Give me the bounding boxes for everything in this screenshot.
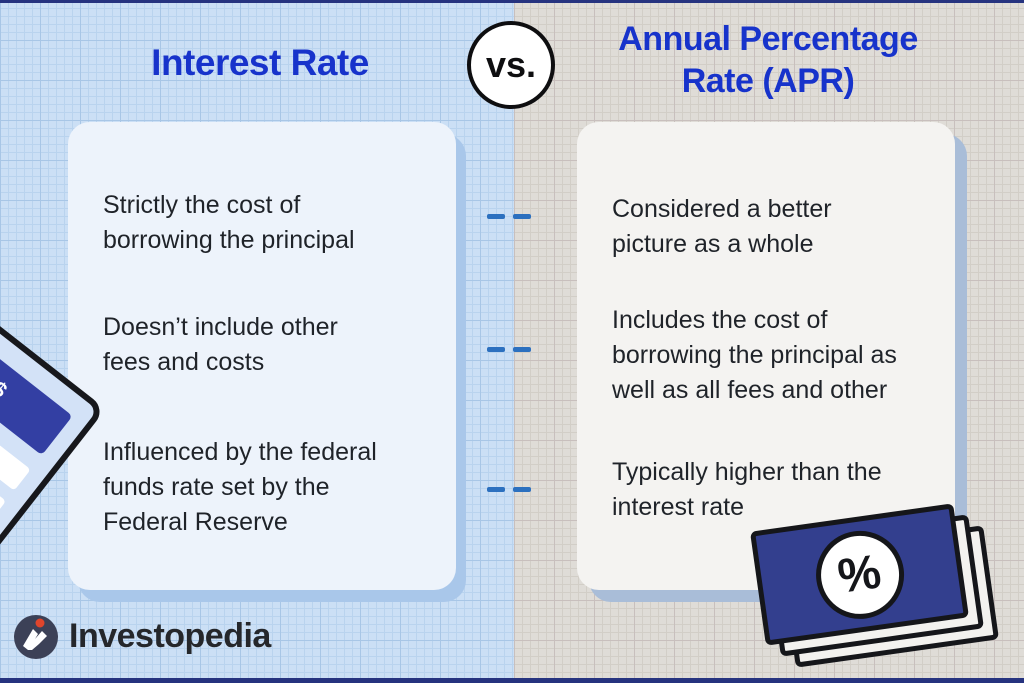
connector-dashes-3 [487, 487, 531, 492]
dash-icon [487, 214, 505, 219]
percent-sign: % [834, 545, 885, 604]
top-border-line [0, 0, 1024, 3]
interest-rate-point-1: Strictly the cost of borrowing the princ… [103, 191, 355, 254]
dash-icon [513, 347, 531, 352]
apr-point-2: Includes the cost of borrowing the princ… [612, 306, 897, 404]
apr-point-3: Typically higher than the interest rate [612, 458, 882, 521]
money-stack-illustration: % [745, 503, 1024, 683]
brand-logo: Investopedia [12, 612, 271, 660]
vs-label: vs. [485, 44, 537, 85]
interest-rate-title: Interest Rate [151, 42, 369, 83]
dash-icon [513, 214, 531, 219]
dash-icon [487, 487, 505, 492]
vs-badge: vs. [467, 21, 555, 109]
connector-dashes-2 [487, 347, 531, 352]
interest-rate-card: Strictly the cost of borrowing the princ… [68, 122, 456, 590]
apr-point-1: Considered a better picture as a whole [612, 195, 832, 258]
percent-icon: % [809, 524, 910, 625]
dash-icon [513, 487, 531, 492]
bottom-border-line [0, 678, 1024, 683]
connector-dashes-1 [487, 214, 531, 219]
dash-icon [487, 347, 505, 352]
interest-rate-point-2: Doesn’t include other fees and costs [103, 313, 338, 376]
brand-name: Investopedia [69, 616, 271, 655]
investopedia-icon [14, 615, 58, 659]
calculator-key [0, 442, 31, 491]
interest-rate-point-3: Influenced by the federal funds rate set… [103, 438, 377, 536]
apr-title: Annual Percentage Rate (APR) [618, 20, 918, 100]
